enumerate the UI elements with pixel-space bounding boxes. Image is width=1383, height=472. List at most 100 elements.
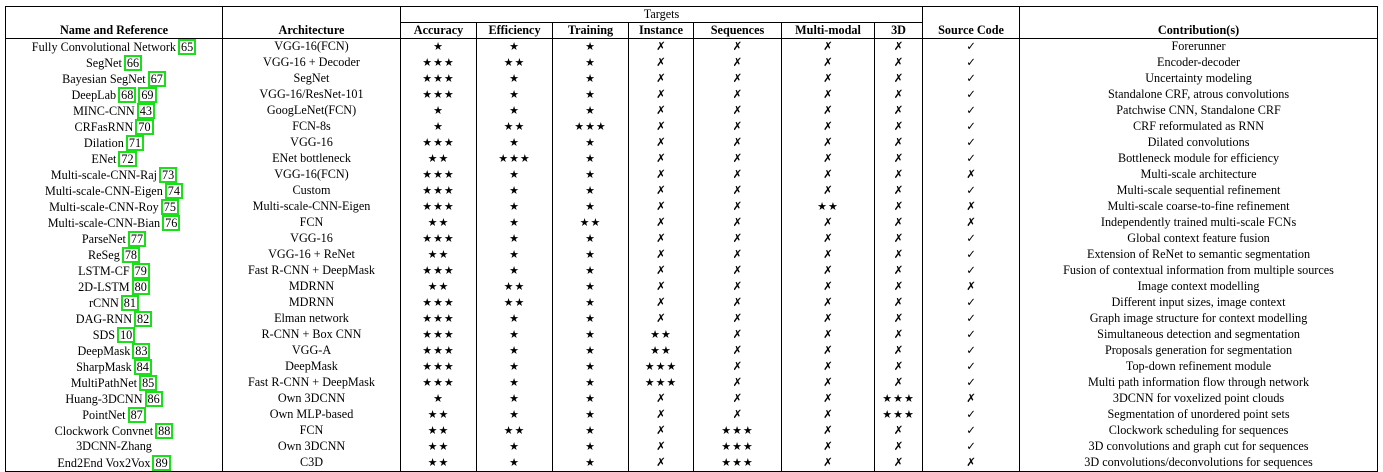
architecture-cell: FCN <box>222 214 401 231</box>
multimodal-cell: ✗ <box>781 326 875 343</box>
citation-link[interactable]: 65 <box>178 38 197 55</box>
sequences-value: ✗ <box>732 71 743 86</box>
instance-cell: ✗ <box>628 118 694 135</box>
citation-link[interactable]: 85 <box>139 374 158 391</box>
name-cell: Multi-scale-CNN-Roy 75 <box>5 198 223 215</box>
citation-link[interactable]: 71 <box>125 134 145 151</box>
accuracy-cell: ★★ <box>400 278 477 295</box>
citation-link[interactable]: 66 <box>123 54 143 71</box>
citation-link[interactable]: 70 <box>135 118 154 135</box>
architecture-cell: VGG-16 + ReNet <box>222 246 401 263</box>
citation-link[interactable]: 89 <box>152 454 171 471</box>
method-name: PointNet <box>82 407 126 422</box>
citation-link[interactable]: 76 <box>162 214 181 231</box>
training-cell: ★ <box>552 406 629 423</box>
sequences-value: ✗ <box>732 55 743 70</box>
instance-value: ✗ <box>656 103 666 118</box>
3d-value: ✗ <box>893 119 904 134</box>
citation-link[interactable]: 69 <box>138 86 157 103</box>
accuracy-cell: ★ <box>400 118 477 135</box>
3d-cell: ✗ <box>873 166 924 183</box>
efficiency-cell: ★★ <box>476 54 553 71</box>
architecture-value: R-CNN + Box CNN <box>261 327 362 342</box>
citation-link[interactable]: 80 <box>131 278 150 295</box>
contribution-value: Multi-scale sequential refinement <box>1116 183 1281 198</box>
sequences-cell: ✗ <box>693 406 782 423</box>
contribution-value: 3D convolutions and graph cut for sequen… <box>1088 439 1309 454</box>
citation-link[interactable]: 79 <box>131 262 150 279</box>
instance-value: ✗ <box>656 247 666 262</box>
table-row: PointNet 87 Own MLP-based ★★ ★ ★ ✗ ✗ ✗ ★★★ ✓ Segmen… <box>5 406 1379 423</box>
citation-number: 86 <box>147 391 160 406</box>
3d-value: ✗ <box>893 87 904 102</box>
instance-value: ★★ <box>650 328 672 341</box>
efficiency-cell: ★ <box>476 70 553 87</box>
multimodal-value: ✗ <box>823 375 833 390</box>
instance-cell: ✗ <box>628 422 694 439</box>
efficiency-cell: ★ <box>476 182 553 199</box>
training-value: ★ <box>585 328 596 341</box>
citation-link[interactable]: 73 <box>159 166 178 183</box>
citation-link[interactable]: 87 <box>127 406 146 423</box>
contribution-value: Independently trained multi-scale FCNs <box>1100 215 1297 230</box>
name-cell: Fully Convolutional Network 65 <box>5 38 223 55</box>
citation-link[interactable]: 67 <box>147 70 166 87</box>
contribution-value: Forerunner <box>1171 39 1226 54</box>
citation-link[interactable]: 75 <box>160 198 179 215</box>
architecture-cell: VGG-16 <box>222 134 401 151</box>
accuracy-value: ★★★ <box>422 72 455 85</box>
accuracy-cell: ★★ <box>400 454 477 472</box>
architecture-cell: GoogLeNet(FCN) <box>222 102 401 119</box>
efficiency-value: ★ <box>509 248 520 261</box>
sequences-value: ✗ <box>732 215 743 230</box>
sequences-value: ✗ <box>732 343 743 358</box>
accuracy-cell: ★★★ <box>400 358 477 375</box>
method-name: Multi-scale-CNN-Raj <box>50 167 158 182</box>
name-cell: SDS 10 <box>5 326 223 343</box>
citation-link[interactable]: 82 <box>134 310 153 327</box>
architecture-value: Fast R-CNN + DeepMask <box>247 263 376 278</box>
method-name: Dilation <box>83 135 124 150</box>
contribution-value: Multi-scale coarse-to-fine refinement <box>1107 199 1290 214</box>
citation-link[interactable]: 88 <box>155 422 174 439</box>
contribution-value: Segmentation of unordered point sets <box>1107 407 1290 422</box>
citation-link[interactable]: 10 <box>117 326 136 343</box>
efficiency-cell: ★ <box>476 406 553 423</box>
contribution-value: Clockwork scheduling for sequences <box>1108 423 1289 438</box>
accuracy-value: ★★★ <box>422 344 455 357</box>
source-code-value: ✓ <box>966 407 976 422</box>
citation-link[interactable]: 78 <box>121 246 140 263</box>
source-code-value: ✓ <box>966 119 976 134</box>
citation-link[interactable]: 83 <box>132 342 151 359</box>
source-code-value: ✗ <box>966 391 976 406</box>
citation-link[interactable]: 72 <box>118 150 137 167</box>
source-code-cell: ✓ <box>922 422 1021 439</box>
citation-link[interactable]: 84 <box>133 358 152 375</box>
accuracy-value: ★ <box>433 392 444 405</box>
efficiency-value: ★ <box>509 408 520 421</box>
source-code-cell: ✓ <box>922 54 1021 71</box>
contribution-cell: Multi-scale architecture <box>1019 166 1379 183</box>
source-code-value: ✓ <box>966 135 976 150</box>
citation-link[interactable]: 81 <box>120 294 139 311</box>
citation-link[interactable]: 86 <box>144 390 163 407</box>
accuracy-value: ★★ <box>427 456 450 469</box>
training-value: ★ <box>585 408 596 421</box>
citation-link[interactable]: 74 <box>164 182 183 199</box>
col-header-multimodal: Multi-modal <box>781 22 875 39</box>
citation-number: 73 <box>162 167 175 182</box>
sequences-value: ✗ <box>732 39 743 54</box>
training-cell: ★ <box>552 246 629 263</box>
training-value: ★ <box>585 456 596 469</box>
citation-link[interactable]: 43 <box>136 102 155 119</box>
source-code-cell: ✓ <box>922 374 1021 391</box>
3d-cell: ✗ <box>873 246 924 263</box>
training-cell: ★ <box>552 102 629 119</box>
citation-link[interactable]: 68 <box>118 86 137 103</box>
col-header-architecture: Architecture <box>222 22 401 39</box>
citation-link[interactable]: 77 <box>127 230 147 247</box>
source-code-cell: ✓ <box>922 118 1021 135</box>
name-cell: LSTM-CF 79 <box>5 262 223 279</box>
efficiency-value: ★ <box>509 216 520 229</box>
name-cell: Dilation 71 <box>5 134 223 151</box>
